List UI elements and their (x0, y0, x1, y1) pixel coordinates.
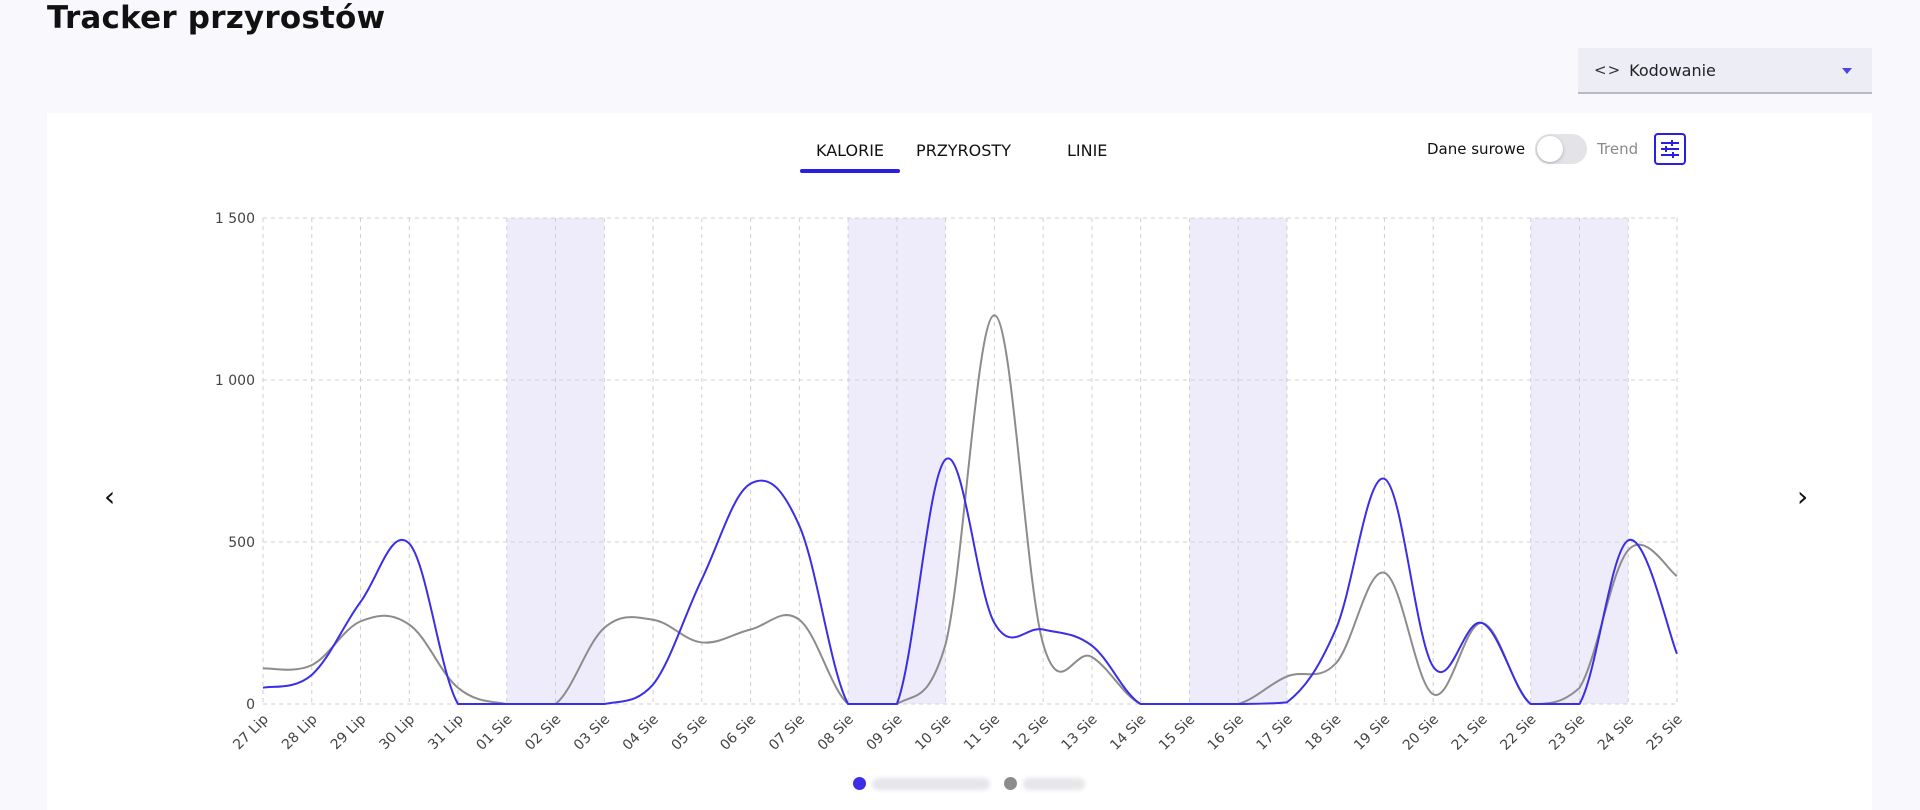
x-tick-label: 15 Sie (1156, 712, 1198, 754)
dropdown-label: Kodowanie (1629, 60, 1716, 80)
x-tick-label: 06 Sie (717, 712, 759, 754)
chevron-down-icon (1842, 68, 1852, 74)
x-tick-label: 09 Sie (864, 712, 906, 754)
x-tick-label: 27 Lip (230, 711, 272, 753)
legend-label-series1 (872, 777, 990, 790)
x-tick-label: 19 Sie (1351, 712, 1393, 754)
previous-period-button[interactable]: ‹ (104, 480, 116, 513)
x-tick-label: 10 Sie (912, 712, 954, 754)
x-tick-label: 17 Sie (1254, 712, 1296, 754)
legend-item-series2[interactable] (1004, 777, 1085, 790)
tab-przyrosty[interactable]: PRZYROSTY (916, 141, 1011, 160)
coding-dropdown[interactable]: <> Kodowanie (1578, 48, 1872, 94)
x-tick-label: 30 Lip (376, 711, 418, 753)
x-tick-label: 14 Sie (1107, 712, 1149, 754)
x-tick-label: 22 Sie (1497, 712, 1539, 754)
x-tick-label: 20 Sie (1400, 712, 1442, 754)
tab-linie[interactable]: LINIE (1066, 141, 1108, 160)
y-tick-label: 1 000 (215, 373, 255, 389)
x-tick-label: 01 Sie (473, 712, 515, 754)
x-tick-label: 13 Sie (1059, 712, 1101, 754)
series-line-1 (262, 457, 1678, 706)
chart-legend (853, 777, 1099, 790)
legend-dot-series2 (1004, 777, 1017, 790)
page-title: Tracker przyrostów (47, 0, 386, 36)
x-tick-label: 24 Sie (1595, 712, 1637, 754)
legend-dot-series1 (853, 777, 866, 790)
next-period-button[interactable]: › (1797, 480, 1809, 513)
legend-label-series2 (1023, 777, 1085, 790)
x-tick-label: 02 Sie (522, 712, 564, 754)
x-tick-label: 03 Sie (571, 712, 613, 754)
y-tick-label: 1 500 (215, 211, 255, 227)
x-tick-label: 05 Sie (668, 712, 710, 754)
x-tick-label: 21 Sie (1449, 712, 1491, 754)
series-line-2 (262, 314, 1678, 706)
raw-data-label: Dane surowe (1427, 140, 1526, 158)
x-tick-label: 11 Sie (961, 712, 1003, 754)
x-tick-label: 28 Lip (279, 711, 321, 753)
x-tick-label: 25 Sie (1644, 712, 1686, 754)
x-tick-label: 12 Sie (1010, 712, 1052, 754)
code-icon: <> (1594, 61, 1622, 79)
toggle-knob (1537, 136, 1564, 162)
x-tick-label: 29 Lip (328, 711, 370, 753)
raw-trend-toggle[interactable] (1535, 134, 1588, 164)
x-tick-label: 18 Sie (1302, 712, 1344, 754)
x-tick-label: 08 Sie (815, 712, 857, 754)
raw-trend-switch: Dane surowe Trend (1427, 134, 1638, 164)
tab-kalorie[interactable]: KALORIE (800, 131, 901, 173)
trend-label: Trend (1597, 140, 1639, 158)
x-tick-label: 16 Sie (1205, 712, 1247, 754)
chart-tabs: KALORIE PRZYROSTY LINIE (800, 131, 1123, 173)
chart-settings-button[interactable] (1654, 133, 1686, 165)
y-tick-label: 500 (228, 535, 255, 551)
x-tick-label: 31 Lip (425, 711, 467, 753)
x-tick-label: 23 Sie (1546, 712, 1588, 754)
x-tick-label: 04 Sie (620, 712, 662, 754)
legend-item-series1[interactable] (853, 777, 990, 790)
y-tick-label: 0 (246, 697, 255, 713)
sliders-icon (1661, 140, 1679, 158)
x-tick-label: 07 Sie (766, 712, 808, 754)
